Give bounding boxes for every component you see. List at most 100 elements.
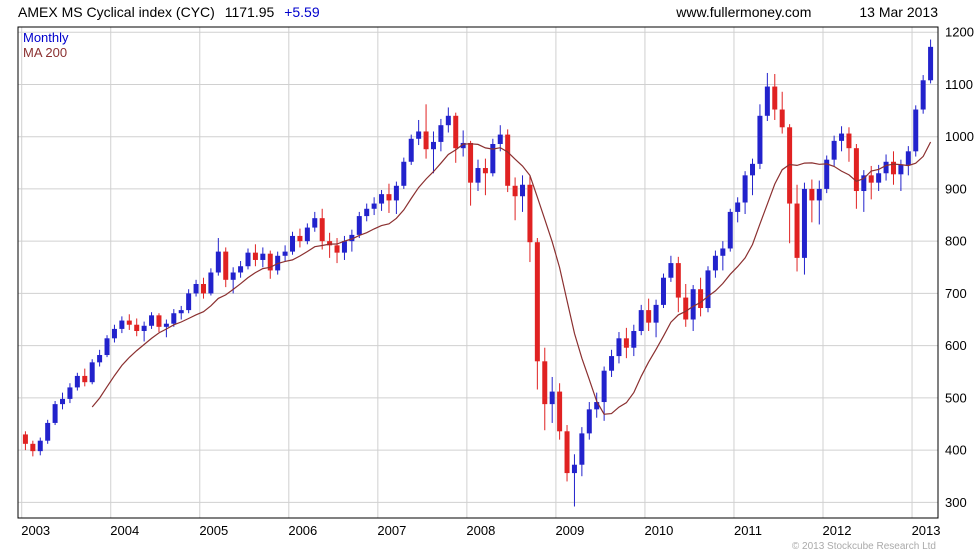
candle-body <box>334 245 340 253</box>
x-axis-tick-label: 2010 <box>644 523 673 538</box>
last-price: 1171.95 <box>224 4 275 20</box>
candle-body <box>215 251 221 273</box>
candle-body <box>163 323 169 327</box>
candle-body <box>393 185 399 201</box>
candle-body <box>319 218 325 242</box>
y-axis-tick-label: 1200 <box>945 25 974 40</box>
candle-body <box>609 356 615 371</box>
candle-body <box>839 133 845 141</box>
candle-body <box>267 253 273 271</box>
candle-body <box>631 331 637 348</box>
candle-body <box>668 263 674 278</box>
y-axis-tick-label: 400 <box>945 443 967 458</box>
candle-body <box>490 144 496 174</box>
y-axis-tick-label: 500 <box>945 390 967 405</box>
x-axis-tick-label: 2006 <box>288 523 317 538</box>
candle-body <box>364 208 370 217</box>
candle-body <box>787 127 793 204</box>
source-website: www.fullermoney.com <box>676 4 812 20</box>
candle-body <box>809 188 815 201</box>
instrument-name: AMEX MS Cyclical index (CYC) <box>18 4 215 20</box>
candle-body <box>260 253 266 260</box>
candle-body <box>712 255 718 271</box>
x-axis-tick-label: 2009 <box>555 523 584 538</box>
candle-body <box>386 194 392 201</box>
candle-body <box>646 310 652 323</box>
candle-body <box>349 234 355 242</box>
candle-body <box>178 310 184 314</box>
copyright-notice: © 2013 Stockcube Research Ltd <box>791 541 936 552</box>
candle-body <box>371 203 377 209</box>
y-axis-tick-label: 1100 <box>945 77 973 92</box>
x-axis-tick-label: 2005 <box>199 523 228 538</box>
candle-body <box>898 164 904 175</box>
candle-body <box>104 338 110 356</box>
candle-body <box>505 134 511 186</box>
candle-body <box>557 391 563 432</box>
candle-body <box>312 218 318 228</box>
candle-body <box>45 422 51 441</box>
candle-body <box>564 431 570 474</box>
candle-body <box>764 86 770 116</box>
y-axis-tick-label: 300 <box>945 495 967 510</box>
candle-body <box>97 355 103 363</box>
candle-body <box>905 151 911 165</box>
candle-body <box>853 148 859 192</box>
candle-body <box>134 324 140 332</box>
candle-body <box>67 387 73 399</box>
candle-body <box>423 131 429 150</box>
candle-body <box>653 304 659 323</box>
y-axis-tick-label: 1000 <box>945 129 974 144</box>
candle-body <box>290 235 296 252</box>
candle-body <box>119 320 125 329</box>
candle-body <box>252 252 258 260</box>
y-axis-tick-label: 900 <box>945 181 967 196</box>
y-axis-tick-label: 800 <box>945 234 967 249</box>
x-axis-tick-label: 2007 <box>377 523 406 538</box>
candle-body <box>111 328 117 339</box>
candle-body <box>401 161 407 186</box>
header-bar: AMEX MS Cyclical index (CYC) 1171.95 +5.… <box>18 4 938 20</box>
candle-body <box>757 115 763 164</box>
candle-body <box>928 46 934 81</box>
candle-body <box>824 159 830 189</box>
legend-timeframe-label: Monthly <box>23 30 69 45</box>
candle-body <box>616 338 622 357</box>
candle-body <box>846 133 852 149</box>
chart-date: 13 Mar 2013 <box>859 4 938 20</box>
x-axis-tick-label: 2008 <box>466 523 495 538</box>
candle-body <box>890 161 896 175</box>
candle-body <box>475 168 481 183</box>
candle-body <box>883 161 889 174</box>
candle-body <box>913 109 919 152</box>
candle-body <box>794 203 800 258</box>
candle-body <box>74 375 80 388</box>
candle-body <box>520 184 526 197</box>
candle-body <box>638 310 644 332</box>
candle-body <box>876 173 882 183</box>
candle-body <box>223 251 229 280</box>
x-axis-tick-label: 2003 <box>21 523 50 538</box>
page-title: AMEX MS Cyclical index (CYC) 1171.95 +5.… <box>18 4 676 20</box>
candle-body <box>482 168 488 174</box>
legend-ma-label: MA 200 <box>23 45 68 60</box>
candle-body <box>735 202 741 212</box>
candle-body <box>720 248 726 256</box>
candle-body <box>52 404 58 423</box>
candle-body <box>149 315 155 326</box>
candle-body <box>297 235 303 242</box>
x-axis-tick-label: 2013 <box>912 523 941 538</box>
candle-body <box>141 325 147 332</box>
candle-body <box>750 163 756 176</box>
candle-body <box>920 80 926 110</box>
x-axis-tick-label: 2011 <box>734 523 762 538</box>
candle-body <box>683 297 689 320</box>
candle-body <box>304 227 310 242</box>
x-axis-tick-label: 2012 <box>823 523 852 538</box>
candle-body <box>579 433 585 465</box>
candle-body <box>861 175 867 192</box>
candle-body <box>238 266 244 273</box>
candle-body <box>22 434 28 444</box>
candle-body <box>245 252 251 267</box>
